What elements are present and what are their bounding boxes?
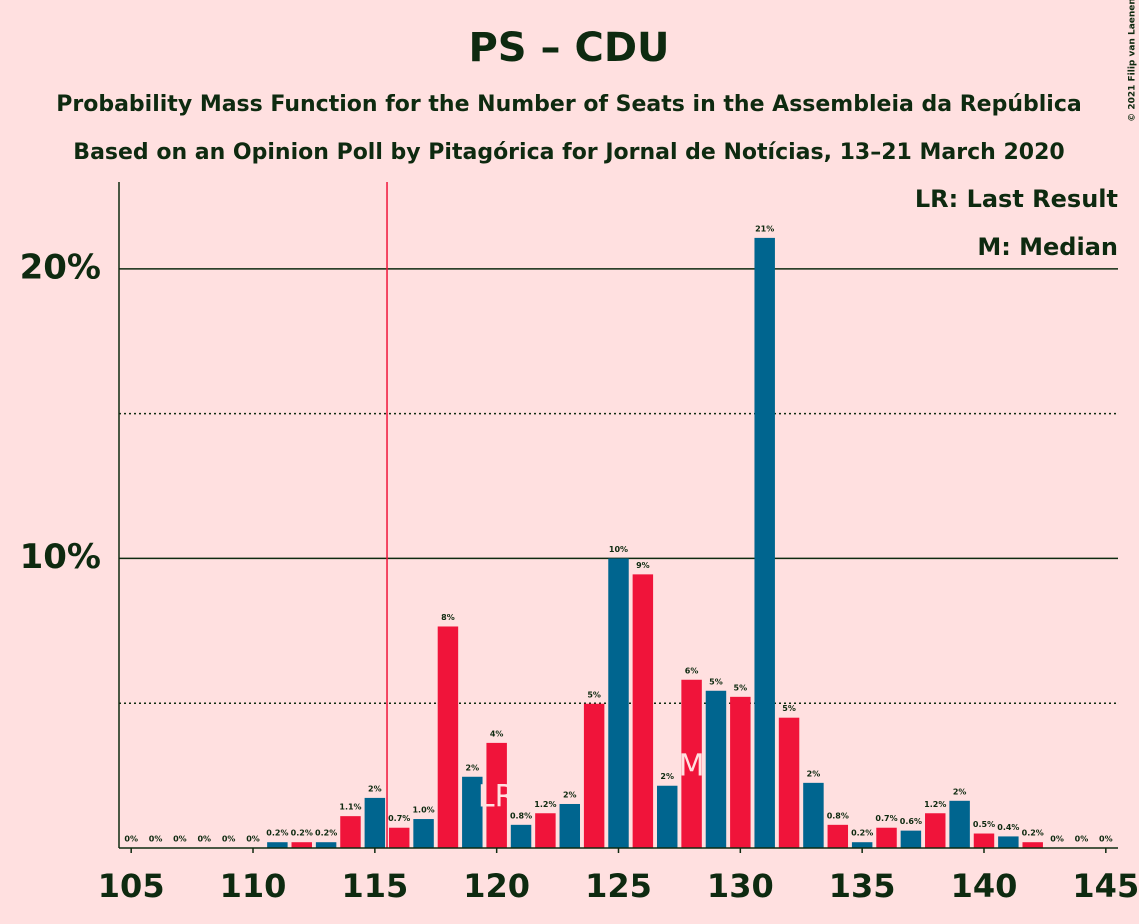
- x-tick-label: 120: [463, 867, 530, 905]
- bar: [973, 833, 995, 848]
- x-tick-label: 135: [829, 867, 896, 905]
- value-label: 0.7%: [875, 814, 897, 823]
- bar: [876, 827, 897, 848]
- bar: [437, 626, 459, 848]
- bar: [291, 842, 312, 848]
- chart-subtitle: Probability Mass Function for the Number…: [56, 92, 1081, 117]
- bar: [535, 813, 556, 848]
- value-label: 0.2%: [266, 829, 288, 838]
- bar: [388, 827, 410, 848]
- bar: [632, 574, 654, 848]
- value-label: 0%: [246, 835, 260, 844]
- value-label: 5%: [782, 704, 796, 713]
- value-label: 0.2%: [315, 829, 337, 838]
- value-label: 1.2%: [534, 800, 556, 809]
- value-label: 2%: [807, 769, 821, 778]
- value-label: 9%: [636, 561, 650, 570]
- bar: [803, 782, 824, 848]
- value-label: 0.2%: [1022, 829, 1044, 838]
- y-tick-label: 10%: [20, 537, 101, 577]
- value-label: 0.2%: [851, 829, 873, 838]
- value-label: 0.8%: [510, 811, 532, 820]
- chart-subtitle: Based on an Opinion Poll by Pitagórica f…: [73, 140, 1064, 165]
- value-label: 0.7%: [388, 814, 410, 823]
- bar: [510, 824, 532, 848]
- x-tick-label: 110: [220, 867, 287, 905]
- value-label: 8%: [441, 613, 455, 622]
- bar: [315, 842, 337, 848]
- bar: [827, 824, 849, 848]
- bar: [851, 842, 873, 848]
- value-label: 0.5%: [973, 820, 995, 829]
- x-tick-label: 140: [951, 867, 1018, 905]
- x-tick-label: 145: [1072, 867, 1139, 905]
- x-tick-label: 125: [585, 867, 652, 905]
- bar: [730, 696, 751, 848]
- value-label: 2%: [953, 787, 967, 796]
- x-tick-label: 115: [341, 867, 408, 905]
- value-label: 0%: [149, 835, 163, 844]
- value-label: 1.1%: [339, 803, 361, 812]
- copyright: © 2021 Filip van Laenen: [1128, 0, 1138, 122]
- value-label: 0%: [1075, 835, 1089, 844]
- value-label: 5%: [587, 690, 601, 699]
- y-tick-label: 20%: [20, 247, 101, 287]
- bar: [754, 237, 775, 848]
- bar: [364, 797, 386, 848]
- value-label: 5%: [709, 677, 723, 686]
- bar: [1022, 842, 1043, 848]
- value-label: 1.2%: [924, 800, 946, 809]
- bar: [267, 842, 288, 848]
- last-result-marker: LR: [478, 780, 516, 815]
- value-label: 21%: [755, 224, 774, 233]
- value-label: 1.0%: [412, 806, 434, 815]
- median-marker: M: [679, 749, 705, 784]
- value-label: 0%: [1050, 835, 1064, 844]
- bar: [925, 813, 946, 848]
- x-tick-label: 105: [98, 867, 165, 905]
- value-label: 2%: [660, 772, 674, 781]
- value-label: 0.8%: [827, 811, 849, 820]
- bar: [900, 830, 922, 848]
- value-label: 0.6%: [900, 817, 922, 826]
- bar: [656, 785, 678, 848]
- value-label: 0%: [1099, 835, 1113, 844]
- bar: [413, 819, 434, 848]
- bar: [340, 816, 361, 848]
- value-label: 0%: [222, 835, 236, 844]
- value-label: 10%: [609, 545, 628, 554]
- chart-title: PS – CDU: [468, 25, 669, 71]
- value-label: 0.4%: [997, 823, 1019, 832]
- x-tick-label: 130: [707, 867, 774, 905]
- bar: [559, 803, 581, 848]
- value-label: 0%: [124, 835, 138, 844]
- bar: [778, 717, 800, 848]
- value-label: 0.2%: [291, 829, 313, 838]
- legend-entry: LR: Last Result: [915, 185, 1118, 213]
- value-label: 0%: [197, 835, 211, 844]
- legend-entry: M: Median: [977, 233, 1118, 261]
- bar: [608, 558, 629, 848]
- value-label: 6%: [685, 666, 699, 675]
- value-label: 5%: [734, 683, 748, 692]
- bar: [949, 800, 970, 848]
- value-label: 2%: [563, 790, 577, 799]
- bar: [681, 679, 702, 848]
- value-label: 4%: [490, 729, 504, 738]
- bar: [705, 690, 727, 848]
- value-label: 2%: [466, 763, 480, 772]
- value-label: 0%: [173, 835, 187, 844]
- bar: [462, 776, 483, 848]
- bar: [998, 836, 1019, 848]
- value-label: 2%: [368, 784, 382, 793]
- bar: [583, 703, 605, 848]
- bar: [486, 742, 507, 848]
